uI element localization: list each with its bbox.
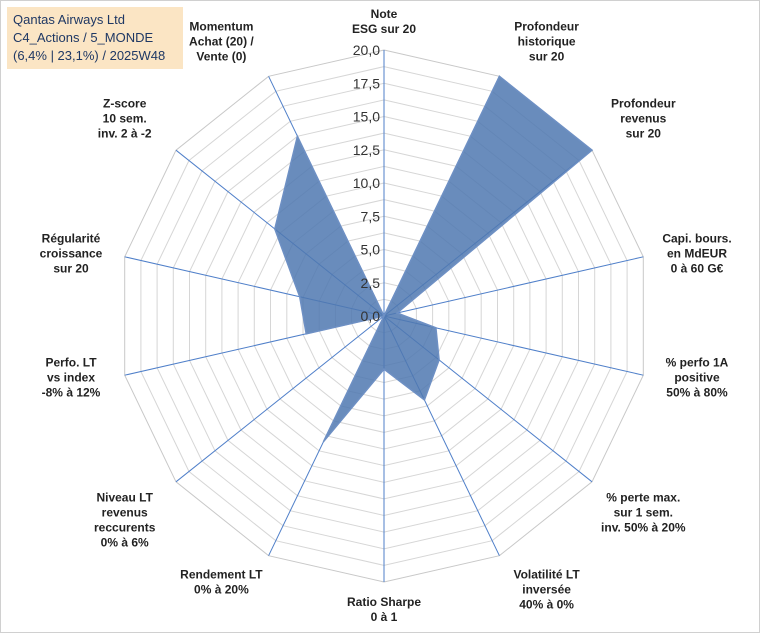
tick-label: 17,5 — [353, 75, 380, 91]
axis-label-line: sur 20 — [53, 262, 89, 276]
axis-label-line: Profondeur — [514, 20, 579, 34]
axis-spoke — [383, 256, 644, 317]
axis-label-line: Perfo. LT — [45, 355, 97, 369]
axis-label: Niveau LT revenus reccurents 0% à 6% — [94, 490, 156, 549]
axis-label: % perte max. sur 1 sem. inv. 50% à 20% — [601, 490, 686, 534]
axis-label: Régularité croissance sur 20 — [40, 232, 103, 276]
axis-label: Note ESG sur 20 — [352, 7, 416, 36]
axis-label-line: 0 à 60 G€ — [671, 262, 724, 276]
axis-label-line: sur 20 — [529, 50, 565, 64]
axis-label-line: revenus — [620, 112, 666, 126]
axis-label: Z-score 10 sem. inv. 2 à -2 — [98, 97, 152, 141]
axis-label: Rendement LT 0% à 20% — [180, 568, 263, 597]
title-box: Qantas Airways Ltd C4_Actions / 5_MONDE … — [7, 7, 183, 69]
axis-label-line: Volatilité LT — [513, 568, 580, 582]
axis-label-line: vs index — [47, 370, 95, 384]
tick-label: 15,0 — [353, 109, 380, 125]
axis-label-line: 50% à 80% — [666, 385, 728, 399]
tick-label: 5,0 — [361, 242, 381, 258]
axis-label-line: Rendement LT — [180, 568, 263, 582]
title-line-3: (6,4% | 23,1%) / 2025W48 — [13, 48, 166, 63]
axis-label: Perfo. LT vs index -8% à 12% — [42, 355, 101, 399]
axis-label: Ratio Sharpe 0 à 1 — [347, 595, 421, 624]
axis-label-line: inv. 50% à 20% — [601, 520, 686, 534]
data-series-area — [274, 75, 594, 443]
axis-label-line: en MdEUR — [667, 247, 727, 261]
axis-label-line: 40% à 0% — [519, 598, 574, 612]
axis-label-line: Note — [371, 7, 398, 21]
axis-label: Volatilité LT inversée 40% à 0% — [513, 568, 580, 612]
axis-label: % perfo 1A positive 50% à 80% — [666, 355, 729, 399]
axis-label-line: ESG sur 20 — [352, 22, 416, 36]
axis-label-line: sur 20 — [626, 127, 662, 141]
title-line-2: C4_Actions / 5_MONDE — [13, 30, 154, 45]
axis-label-line: inversée — [522, 583, 571, 597]
axis-label: Momentum Achat (20) / Vente (0) — [189, 20, 254, 64]
axis-spoke — [175, 315, 385, 483]
axis-label-line: Ratio Sharpe — [347, 595, 421, 609]
axis-label-line: 0% à 20% — [194, 583, 249, 597]
axis-label-line: historique — [518, 35, 576, 49]
axis-label-line: croissance — [40, 247, 103, 261]
axis-label-line: inv. 2 à -2 — [98, 127, 152, 141]
axis-label-line: reccurents — [94, 520, 156, 534]
tick-label: 2,5 — [361, 275, 381, 291]
axis-label-line: Niveau LT — [96, 490, 153, 504]
axis-label-line: 0 à 1 — [371, 610, 398, 624]
axis-label-line: Momentum — [189, 20, 253, 34]
axis-label-line: Capi. bours. — [662, 232, 731, 246]
axis-label-line: Z-score — [103, 97, 147, 111]
axis-label-line: revenus — [102, 505, 148, 519]
axis-label: Profondeur revenus sur 20 — [611, 97, 676, 141]
axis-label-line: 10 sem. — [103, 112, 147, 126]
axis-label-line: positive — [674, 370, 720, 384]
axis-label-line: -8% à 12% — [42, 385, 101, 399]
axis-label-line: % perfo 1A — [666, 355, 729, 369]
tick-label: 7,5 — [361, 208, 381, 224]
tick-label: 12,5 — [353, 142, 380, 158]
axis-label-line: % perte max. — [606, 490, 680, 504]
axis-label-line: sur 1 sem. — [614, 505, 673, 519]
tick-label: 10,0 — [353, 175, 380, 191]
axis-label-line: Achat (20) / — [189, 35, 254, 49]
axis-label-line: Régularité — [42, 232, 101, 246]
axis-label-line: Vente (0) — [196, 50, 246, 64]
title-line-1: Qantas Airways Ltd — [13, 12, 125, 27]
tick-label: 0,0 — [361, 308, 381, 324]
axis-label-line: 0% à 6% — [101, 535, 149, 549]
axis-label-line: Profondeur — [611, 97, 676, 111]
axis-label: Profondeur historique sur 20 — [514, 20, 579, 64]
tick-label: 20,0 — [353, 42, 380, 58]
axis-label: Capi. bours. en MdEUR 0 à 60 G€ — [662, 232, 731, 276]
